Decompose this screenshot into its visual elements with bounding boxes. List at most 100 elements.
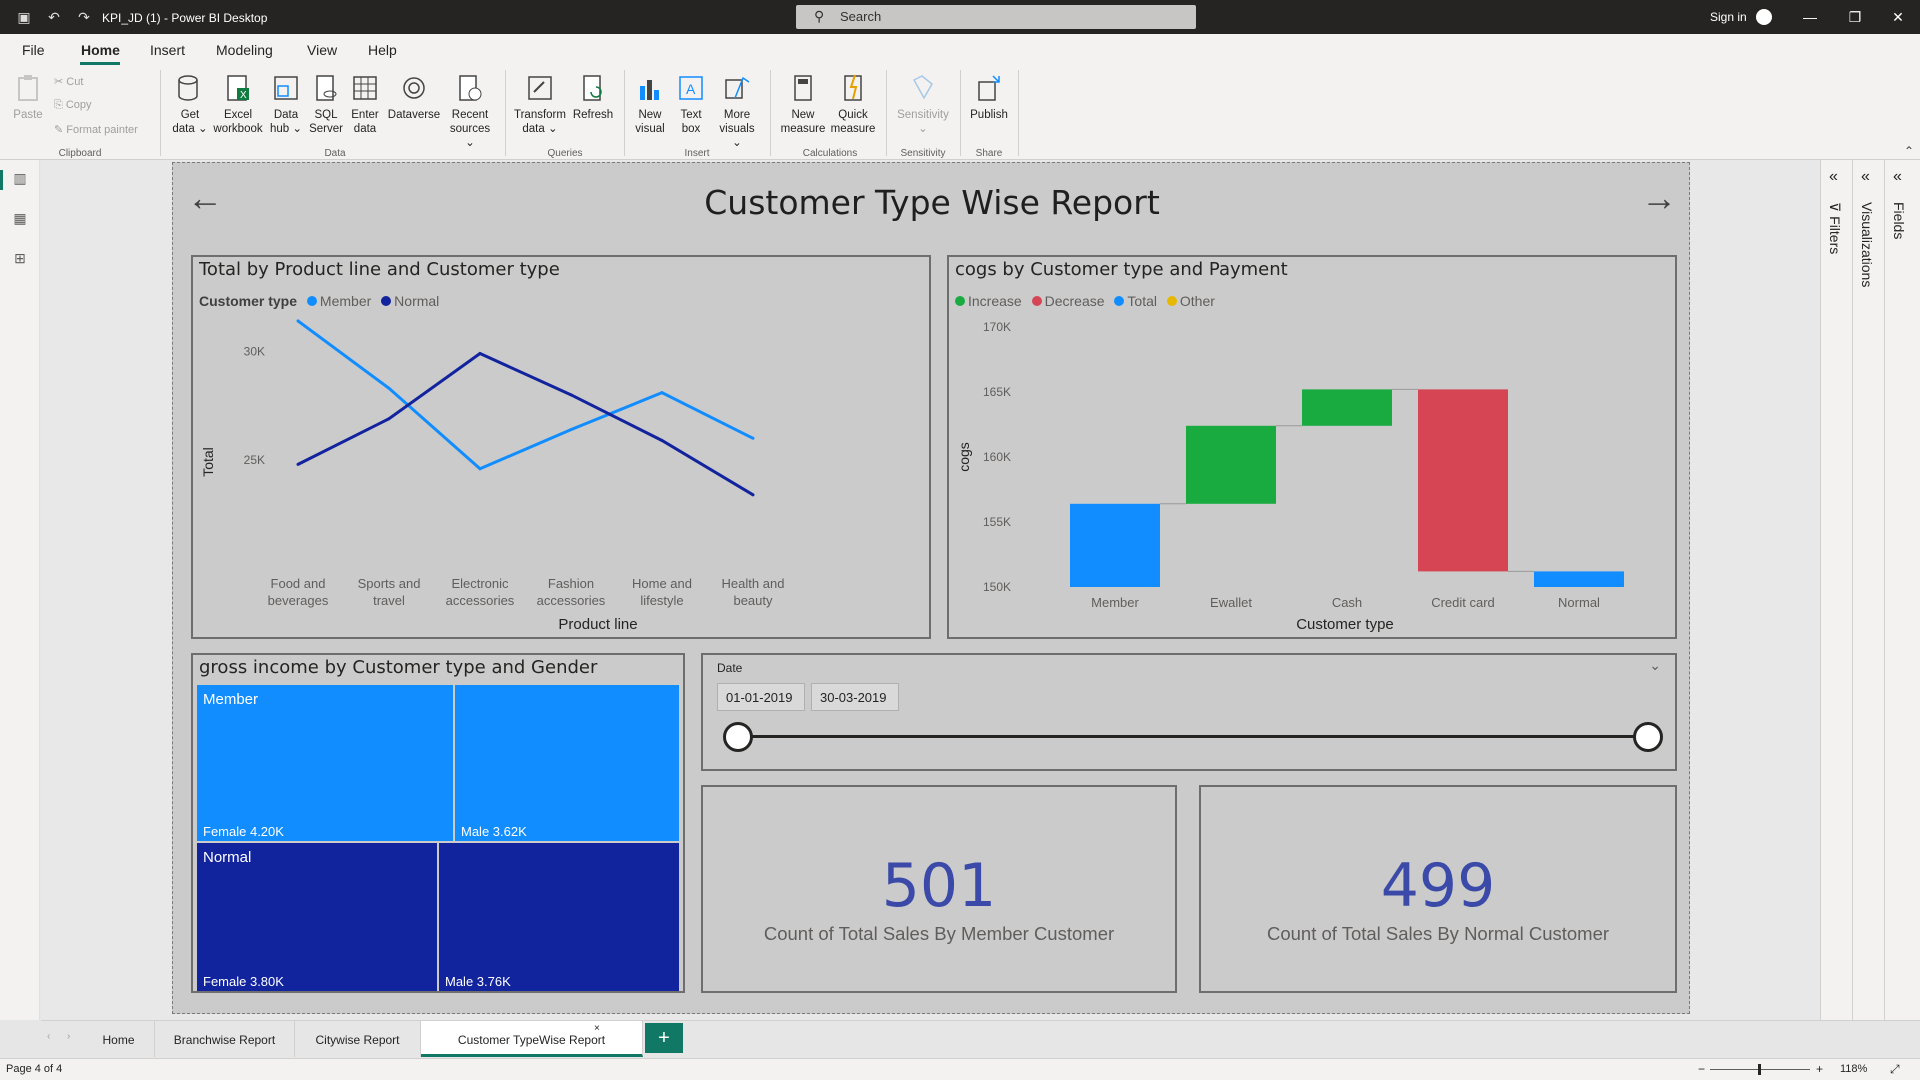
undo-icon[interactable]: ↶ [48,9,60,25]
y-tick-label: 150K [983,580,1011,594]
visualizations-pane[interactable]: « Visualizations [1852,160,1884,1020]
menu-home[interactable]: Home [81,42,120,58]
slider-end-handle[interactable] [1633,722,1663,752]
tab-scroll-right-icon[interactable]: › [67,1031,71,1042]
back-arrow-icon[interactable]: ← [187,177,223,218]
search-box[interactable]: ⚲ Search [796,5,1196,29]
excel-workbook-button[interactable]: X Excel workbook [210,72,266,136]
legend-normal[interactable]: Normal [394,293,440,309]
line-chart-visual[interactable]: Total by Product line and Customer type … [191,255,931,639]
search-icon: ⚲ [814,8,825,24]
legend-decrease[interactable]: Decrease [1044,293,1105,309]
save-icon[interactable]: ▣ [17,9,31,25]
tab-citywise-report[interactable]: Citywise Report [295,1021,421,1057]
slider-track[interactable] [737,735,1647,738]
refresh-button[interactable]: Refresh [570,72,616,122]
member-count-card[interactable]: 501 Count of Total Sales By Member Custo… [701,785,1177,993]
waterfall-bar [1070,503,1160,587]
copy-label: Copy [65,99,92,111]
transform-data-button[interactable]: Transform data ⌄ [512,72,568,136]
group-share-label: Share [975,148,1003,159]
menu-file[interactable]: File [22,42,45,58]
end-date-input[interactable]: 30-03-2019 [811,683,899,711]
treemap-cell-normal-male[interactable]: Male 3.76K [439,843,679,991]
get-data-button[interactable]: Get data ⌄ [170,72,210,136]
treemap-cell-member-female[interactable]: Member Female 4.20K [197,685,453,841]
copy-button[interactable]: ⎘ Copy [54,99,92,111]
tab-scroll-left-icon[interactable]: ‹ [47,1031,51,1042]
data-hub-button[interactable]: Data hub ⌄ [268,72,304,136]
menu-modeling[interactable]: Modeling [216,42,273,58]
slider-start-handle[interactable] [723,722,753,752]
fit-to-page-icon[interactable]: ⤢ [1890,1062,1900,1076]
zoom-out-icon[interactable]: − [1698,1062,1706,1076]
legend-increase[interactable]: Increase [968,293,1022,309]
table-icon [353,76,377,100]
waterfall-plot: 150K 155K 160K 165K 170K cogs Member Ewallet Cas… [956,320,1624,633]
active-view-indicator [0,170,3,190]
dataverse-button[interactable]: Dataverse [386,72,442,122]
zoom-slider-thumb[interactable] [1758,1064,1761,1075]
treemap-visual[interactable]: gross income by Customer type and Gender… [191,653,685,993]
model-view-icon[interactable]: ⊞ [14,250,26,266]
report-view-icon[interactable]: ▥ [13,170,27,186]
collapse-ribbon-icon[interactable]: ⌃ [1904,144,1915,158]
menu-view[interactable]: View [307,42,338,58]
tab-home[interactable]: Home [83,1021,155,1057]
new-visual-button[interactable]: New visual [632,72,668,136]
sensitivity-button[interactable]: Sensitivity ⌄ [892,72,954,136]
avatar[interactable] [1756,9,1772,25]
text-box-button[interactable]: A Text box [674,72,708,136]
redo-icon[interactable]: ↷ [78,9,90,25]
tab-branchwise-report[interactable]: Branchwise Report [155,1021,295,1057]
new-measure-button[interactable]: New measure [778,72,828,136]
treemap-cell-normal-female[interactable]: Normal Female 3.80K [197,843,437,991]
zoom-level[interactable]: 118% [1840,1063,1868,1075]
tab-customer-typewise-report[interactable]: Customer TypeWise Report [421,1021,643,1057]
start-date-input[interactable]: 01-01-2019 [717,683,805,711]
quick-measure-button[interactable]: Quick measure [828,72,878,136]
paste-icon [18,75,38,101]
transform-icon [528,76,552,100]
expand-fields-icon[interactable]: « [1893,168,1902,185]
more-visuals-button[interactable]: More visuals ⌄ [714,72,760,150]
sql-server-button[interactable]: SQL Server [308,72,344,136]
recent-label: Recent [451,109,489,121]
normal-count-card[interactable]: 499 Count of Total Sales By Normal Custo… [1199,785,1677,993]
recent-sources-button[interactable]: Recent sources ⌄ [448,72,492,150]
add-page-button[interactable]: + [645,1023,683,1053]
restore-icon[interactable]: ❐ [1848,9,1862,25]
legend-other[interactable]: Other [1179,293,1215,309]
expand-filters-icon[interactable]: « [1829,168,1838,185]
date-slicer[interactable]: Date ⌄ 01-01-2019 30-03-2019 [701,653,1677,771]
fields-pane[interactable]: « Fields [1884,160,1920,1020]
treemap-cell-member-male[interactable]: Male 3.62K [455,685,679,841]
forward-arrow-icon[interactable]: → [1641,177,1677,218]
data-point [660,438,664,442]
paste-button[interactable]: Paste [12,72,44,122]
data-point [569,428,573,432]
more-visuals-label-2: visuals ⌄ [719,123,755,149]
publish-button[interactable]: Publish [966,72,1012,122]
minimize-icon[interactable]: — [1803,9,1817,25]
close-icon[interactable]: ✕ [1892,9,1904,25]
quick-measure-label-2: measure [830,123,876,135]
expand-visualizations-icon[interactable]: « [1861,168,1870,185]
close-tab-icon[interactable]: × [594,1023,600,1034]
legend-total[interactable]: Total [1127,293,1157,309]
zoom-in-icon[interactable]: + [1816,1062,1824,1076]
filters-pane[interactable]: « ⊽ Filters [1820,160,1852,1020]
waterfall-chart-visual[interactable]: cogs by Customer type and Payment Increa… [947,255,1677,639]
report-page: ← Customer Type Wise Report → Total by P… [172,162,1690,1014]
legend-member[interactable]: Member [319,293,372,309]
menu-insert[interactable]: Insert [150,42,186,58]
enter-data-button[interactable]: Enter data [348,72,382,136]
enter-data-label: Enter [351,109,379,121]
y-tick-label: 160K [983,450,1011,464]
format-painter-button[interactable]: ✎ Format painter [54,124,138,136]
data-view-icon[interactable]: ▦ [13,210,27,226]
cut-button[interactable]: ✂ Cut [54,76,84,88]
chevron-down-icon[interactable]: ⌄ [1649,657,1661,673]
sign-in-link[interactable]: Sign in [1710,10,1747,24]
menu-help[interactable]: Help [368,42,397,58]
